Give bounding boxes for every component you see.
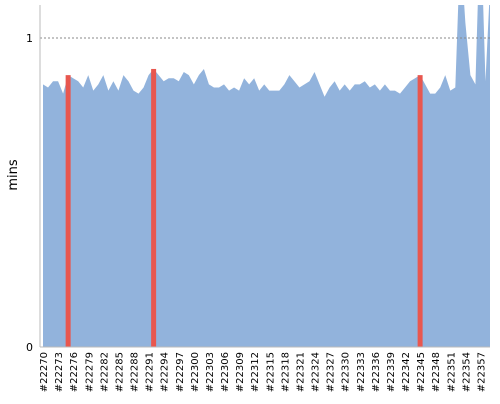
x-tick-label: #22294: [160, 352, 171, 392]
x-tick-label: #22354: [461, 352, 472, 392]
x-tick-label: #22327: [326, 352, 337, 392]
x-tick-label: #22309: [235, 352, 246, 392]
x-tick-label: #22279: [84, 352, 95, 392]
x-tick-label: #22282: [99, 352, 110, 392]
failed-build-bar: [417, 75, 423, 347]
x-tick-label: #22303: [205, 352, 216, 392]
failed-build-bar: [151, 68, 157, 347]
x-tick-label: #22297: [175, 352, 186, 392]
x-tick-label: #22270: [39, 352, 50, 392]
y-tick-label: 0: [26, 341, 33, 354]
failed-build-bar: [65, 75, 71, 347]
x-tick-label: #22321: [295, 352, 306, 392]
x-tick-label: #22330: [341, 352, 352, 392]
x-tick-label: #22276: [69, 352, 80, 392]
y-tick-label: 1: [26, 32, 33, 45]
x-tick-label: #22324: [311, 352, 322, 392]
x-tick-label: #22288: [130, 352, 141, 392]
x-tick-label: #22348: [431, 352, 442, 392]
x-tick-label: #22315: [265, 352, 276, 392]
x-tick-label: #22339: [386, 352, 397, 392]
x-tick-label: #22300: [190, 352, 201, 392]
x-tick-label: #22351: [446, 352, 457, 392]
area: [43, 5, 490, 347]
x-tick-label: #22357: [476, 352, 487, 392]
x-tick-label: #22312: [250, 352, 261, 392]
y-axis-label: mins: [6, 159, 21, 191]
x-tick-label: #22285: [114, 352, 125, 392]
x-tick-label: #22342: [401, 352, 412, 392]
x-tick-label: #22318: [280, 352, 291, 392]
x-tick-label: #22333: [356, 352, 367, 392]
x-tick-label: #22306: [220, 352, 231, 392]
x-tick-label: #22336: [371, 352, 382, 392]
x-tick-label: #22273: [54, 352, 65, 392]
x-tick-label: #22345: [416, 352, 427, 392]
x-tick-label: #22291: [145, 352, 156, 392]
